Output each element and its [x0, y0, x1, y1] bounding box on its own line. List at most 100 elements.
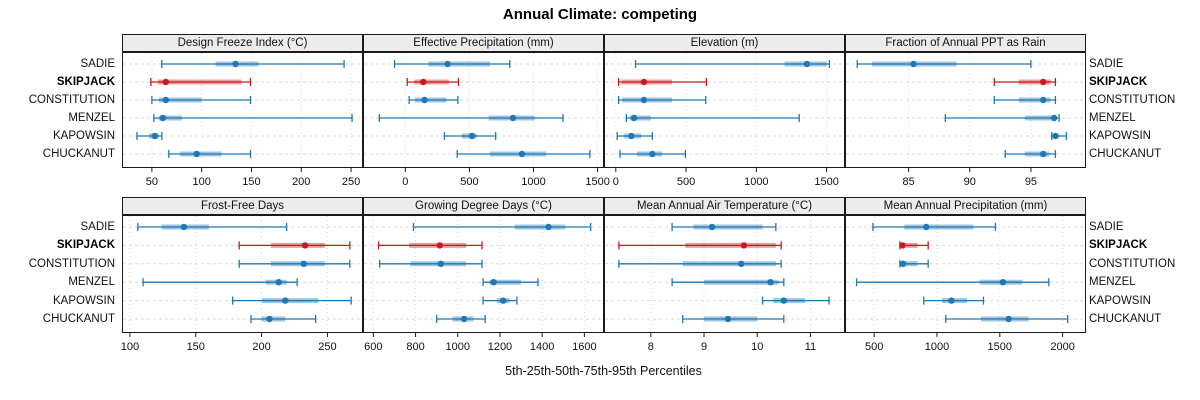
panel-strip-fraction-of-annual-ppt-as-rain: Fraction of Annual PPT as Rain [845, 34, 1086, 52]
site-label-left-skipjack: SKIPJACK [56, 239, 115, 252]
median-dot [948, 297, 955, 304]
tick-label: 1500 [814, 176, 838, 188]
median-dot [740, 242, 748, 249]
tick-label: 100 [121, 341, 139, 353]
tick-label: 150 [242, 176, 260, 188]
interval-skipjack [238, 241, 351, 250]
tick-label: 11 [805, 341, 816, 353]
median-dot [545, 223, 552, 231]
tick-label: 2000 [1050, 341, 1074, 353]
tick-label: 1000 [446, 341, 470, 353]
x-axis-frost-free-days: 100 150 200 250 [121, 333, 337, 353]
interval-chuckanut [456, 150, 591, 158]
interval-sadie [872, 223, 997, 231]
panel-border [604, 215, 845, 333]
median-dot [899, 260, 907, 267]
interval-skipjack [150, 78, 252, 86]
site-label-right-constitution: CONSTITUTION [1089, 94, 1176, 106]
panel-title: Mean Annual Air Temperature (°C) [636, 200, 813, 212]
interval-kapowsin [443, 132, 497, 140]
median-dot [151, 132, 159, 140]
interval-skipjack [993, 78, 1057, 86]
interval-menzel [944, 114, 1060, 122]
interval-chuckanut [436, 315, 486, 323]
panel-title: Frost-Free Days [200, 200, 285, 212]
panel-border [845, 215, 1086, 333]
median-dot [899, 242, 906, 249]
tick-label: 95 [1025, 176, 1037, 188]
median-dot [460, 315, 468, 323]
site-label-left-sadie: SADIE [80, 58, 115, 70]
median-dot [490, 279, 497, 286]
tick-label: 500 [865, 341, 883, 353]
site-label-right-kapowsin: KAPOWSIN [1089, 294, 1151, 307]
interval-skipjack [617, 78, 708, 86]
median-dot [1039, 150, 1047, 158]
median-dot [282, 297, 289, 304]
median-dot [724, 315, 732, 323]
site-label-left-chuckanut: CHUCKANUT [42, 148, 115, 160]
interval-chuckanut [250, 315, 317, 323]
median-dot [767, 279, 774, 286]
site-label-left-constitution: CONSTITUTION [28, 257, 115, 270]
panel-body-mean-annual-precipitation-mm [845, 215, 1086, 333]
interval-skipjack [377, 241, 483, 250]
interval-constitution [238, 259, 351, 268]
tick-label: 1600 [572, 341, 596, 353]
interval-constitution [618, 259, 782, 268]
median-dot [437, 260, 445, 267]
median-dot [436, 242, 444, 249]
interval-constitution [151, 96, 252, 104]
interval-menzel [671, 278, 785, 287]
panel-border [363, 52, 604, 168]
median-dot [803, 60, 811, 68]
interval-menzel [482, 278, 539, 287]
interval-sadie [161, 60, 345, 68]
panel-border [604, 52, 845, 168]
tick-label: 1000 [521, 176, 545, 188]
chart-title: Annual Climate: competing [502, 6, 698, 23]
median-dot [999, 279, 1007, 286]
site-label-right-sadie: SADIE [1089, 58, 1124, 70]
interval-constitution [899, 259, 929, 268]
tick-label: 800 [406, 341, 424, 353]
median-dot [923, 223, 930, 231]
panel-body-frost-free-days [122, 215, 363, 333]
median-dot [640, 96, 648, 104]
site-label-left-constitution: CONSTITUTION [28, 94, 115, 106]
median-dot [509, 114, 517, 122]
interval-kapowsin [136, 132, 163, 140]
panel-title: Effective Precipitation (mm) [413, 37, 554, 49]
tick-label: 90 [964, 176, 976, 188]
tick-label: 1000 [744, 176, 768, 188]
site-label-left-chuckanut: CHUCKANUT [42, 313, 115, 325]
panel-strip-effective-precipitation-mm: Effective Precipitation (mm) [363, 34, 604, 52]
interval-kapowsin [616, 132, 653, 140]
panel-body-elevation-m [604, 52, 845, 168]
panel-title: Growing Degree Days (°C) [415, 200, 552, 212]
interval-constitution [993, 96, 1057, 104]
interval-menzel [625, 114, 800, 122]
interval-chuckanut [1004, 150, 1057, 158]
tick-label: 600 [364, 341, 382, 353]
median-dot [300, 260, 307, 267]
interval-constitution [379, 259, 483, 268]
tick-label: 1500 [585, 176, 609, 188]
site-label-left-menzel: MENZEL [68, 276, 115, 289]
median-dot [630, 114, 638, 122]
panel-strip-elevation-m: Elevation (m) [604, 34, 845, 52]
tick-label: 1400 [530, 341, 554, 353]
percentiles-caption: 5th-25th-50th-75th-95th Percentiles [505, 364, 702, 378]
median-dot [180, 223, 188, 231]
median-dot [499, 297, 507, 304]
interval-kapowsin [231, 296, 352, 305]
site-label-left-sadie: SADIE [80, 221, 115, 233]
panel-border [122, 215, 363, 333]
interval-sadie [137, 223, 288, 231]
median-dot [1039, 96, 1047, 104]
tick-label: 500 [677, 176, 695, 188]
interval-kapowsin [1051, 132, 1068, 140]
interval-sadie [856, 60, 1032, 68]
panel-border [363, 215, 604, 333]
interval-menzel [855, 278, 1050, 287]
